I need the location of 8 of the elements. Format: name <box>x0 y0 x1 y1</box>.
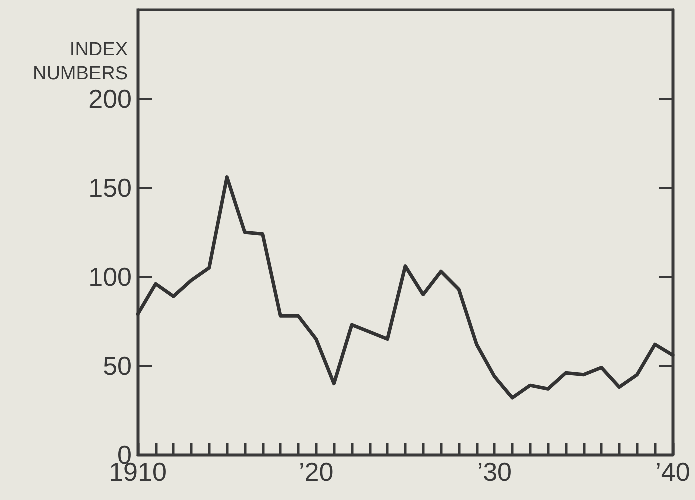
x-tick-label: ’20 <box>298 457 334 487</box>
y-axis-title: INDEX NUMBERS <box>32 40 128 85</box>
y-tick-label: 200 <box>88 84 132 114</box>
y-tick-label: 50 <box>103 351 132 381</box>
x-tick-label: ’30 <box>477 457 512 487</box>
x-tick-label: ’40 <box>656 457 690 487</box>
y-tick-label: 100 <box>88 262 132 292</box>
y-tick-label: 150 <box>88 173 132 203</box>
